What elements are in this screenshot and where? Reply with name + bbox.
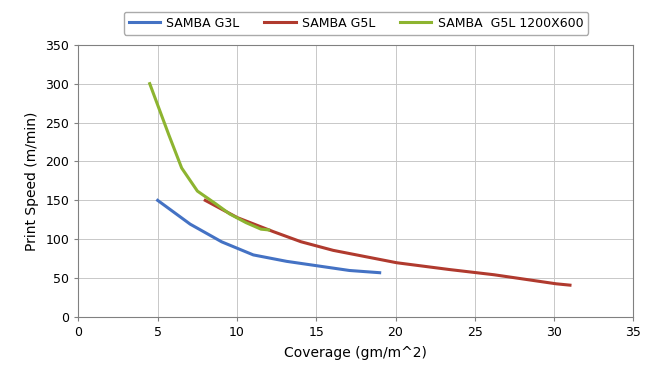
SAMBA G5L bbox=[500, 274, 508, 279]
SAMBA  G5L 1200X600 bbox=[244, 221, 251, 225]
SAMBA G3L bbox=[274, 257, 281, 262]
SAMBA  G5L 1200X600 bbox=[264, 228, 272, 232]
Line: SAMBA G5L: SAMBA G5L bbox=[205, 200, 570, 285]
SAMBA  G5L 1200X600 bbox=[203, 195, 211, 200]
X-axis label: Coverage (gm/m^2): Coverage (gm/m^2) bbox=[285, 346, 427, 360]
SAMBA G3L bbox=[375, 270, 383, 275]
SAMBA G5L bbox=[566, 283, 574, 287]
SAMBA G3L bbox=[336, 267, 343, 272]
Legend: SAMBA G3L, SAMBA G5L, SAMBA  G5L 1200X600: SAMBA G3L, SAMBA G5L, SAMBA G5L 1200X600 bbox=[123, 12, 588, 35]
SAMBA  G5L 1200X600 bbox=[210, 200, 218, 205]
SAMBA  G5L 1200X600 bbox=[202, 195, 210, 200]
Y-axis label: Print Speed (m/min): Print Speed (m/min) bbox=[25, 111, 39, 251]
SAMBA  G5L 1200X600 bbox=[146, 81, 153, 86]
SAMBA G5L bbox=[377, 257, 385, 262]
SAMBA G5L bbox=[375, 257, 383, 261]
SAMBA G3L bbox=[261, 255, 268, 259]
Line: SAMBA G3L: SAMBA G3L bbox=[157, 200, 379, 273]
SAMBA  G5L 1200X600 bbox=[262, 228, 270, 232]
SAMBA G5L bbox=[419, 264, 426, 268]
SAMBA G3L bbox=[286, 260, 294, 264]
SAMBA G3L bbox=[153, 198, 161, 203]
SAMBA G5L bbox=[201, 198, 209, 203]
Line: SAMBA  G5L 1200X600: SAMBA G5L 1200X600 bbox=[150, 84, 268, 230]
SAMBA G3L bbox=[259, 255, 267, 259]
SAMBA  G5L 1200X600 bbox=[217, 205, 225, 210]
SAMBA G5L bbox=[557, 282, 565, 286]
SAMBA G3L bbox=[370, 270, 378, 275]
SAMBA G5L bbox=[399, 261, 407, 266]
